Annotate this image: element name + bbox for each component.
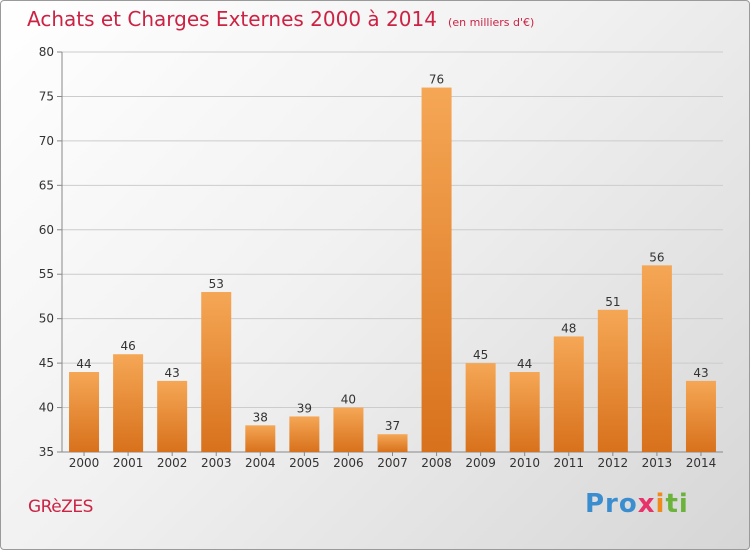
x-tick-label: 2012 bbox=[598, 456, 629, 470]
bar-value-label: 37 bbox=[385, 419, 400, 433]
y-tick-label: 60 bbox=[39, 223, 54, 237]
bar bbox=[553, 336, 584, 452]
bar-value-label: 44 bbox=[517, 357, 532, 371]
x-tick-label: 2003 bbox=[201, 456, 232, 470]
y-tick-label: 35 bbox=[39, 445, 54, 459]
bar bbox=[377, 434, 408, 452]
bar-value-label: 51 bbox=[605, 295, 620, 309]
chart-title-unit: (en milliers d'€) bbox=[448, 16, 535, 29]
x-tick-label: 2014 bbox=[686, 456, 717, 470]
bar-value-label: 39 bbox=[297, 401, 312, 415]
bar-value-label: 53 bbox=[209, 277, 224, 291]
x-tick-label: 2013 bbox=[642, 456, 673, 470]
bar bbox=[201, 292, 232, 452]
bar bbox=[641, 265, 672, 452]
bar bbox=[509, 372, 540, 452]
bar-value-label: 43 bbox=[693, 366, 708, 380]
bar bbox=[465, 363, 496, 452]
town-name: GRèZES bbox=[28, 497, 93, 517]
x-tick-label: 2004 bbox=[245, 456, 276, 470]
logo-part-1: Pro bbox=[585, 489, 638, 519]
bar-value-label: 56 bbox=[649, 250, 664, 264]
x-tick-label: 2001 bbox=[113, 456, 144, 470]
x-tick-label: 2010 bbox=[509, 456, 540, 470]
proxiti-logo: Proxiti bbox=[585, 489, 689, 519]
logo-part-3: i bbox=[655, 489, 666, 519]
y-tick-label: 75 bbox=[39, 89, 54, 103]
bar-value-label: 48 bbox=[561, 321, 576, 335]
chart-title-main: Achats et Charges Externes 2000 à 2014 bbox=[27, 7, 437, 31]
chart-title: Achats et Charges Externes 2000 à 2014 (… bbox=[27, 7, 534, 31]
logo-part-2: x bbox=[637, 489, 656, 519]
bar-value-label: 44 bbox=[76, 357, 91, 371]
y-tick-label: 55 bbox=[39, 267, 54, 281]
bar bbox=[333, 407, 364, 452]
bar-value-label: 38 bbox=[253, 410, 268, 424]
y-tick-label: 80 bbox=[39, 45, 54, 59]
x-tick-label: 2011 bbox=[553, 456, 584, 470]
bar bbox=[157, 380, 188, 452]
y-tick-label: 45 bbox=[39, 356, 54, 370]
bar-value-label: 40 bbox=[341, 393, 356, 407]
x-tick-label: 2000 bbox=[69, 456, 100, 470]
y-tick-label: 70 bbox=[39, 134, 54, 148]
y-tick-label: 50 bbox=[39, 312, 54, 326]
bar-value-label: 46 bbox=[120, 339, 135, 353]
bar-value-label: 76 bbox=[429, 73, 444, 87]
bar bbox=[421, 87, 452, 453]
x-tick-label: 2006 bbox=[333, 456, 364, 470]
x-tick-label: 2002 bbox=[157, 456, 188, 470]
bar bbox=[597, 309, 628, 452]
y-tick-label: 65 bbox=[39, 178, 54, 192]
bar-value-label: 43 bbox=[165, 366, 180, 380]
bar bbox=[289, 416, 320, 452]
x-tick-label: 2007 bbox=[377, 456, 408, 470]
y-tick-label: 40 bbox=[39, 401, 54, 415]
x-tick-label: 2005 bbox=[289, 456, 320, 470]
bar bbox=[685, 380, 716, 452]
x-tick-label: 2008 bbox=[421, 456, 452, 470]
bar bbox=[113, 354, 144, 452]
bar-value-label: 45 bbox=[473, 348, 488, 362]
bar bbox=[245, 425, 276, 452]
x-tick-label: 2009 bbox=[465, 456, 496, 470]
bar bbox=[69, 372, 100, 452]
logo-part-4: ti bbox=[665, 489, 689, 519]
